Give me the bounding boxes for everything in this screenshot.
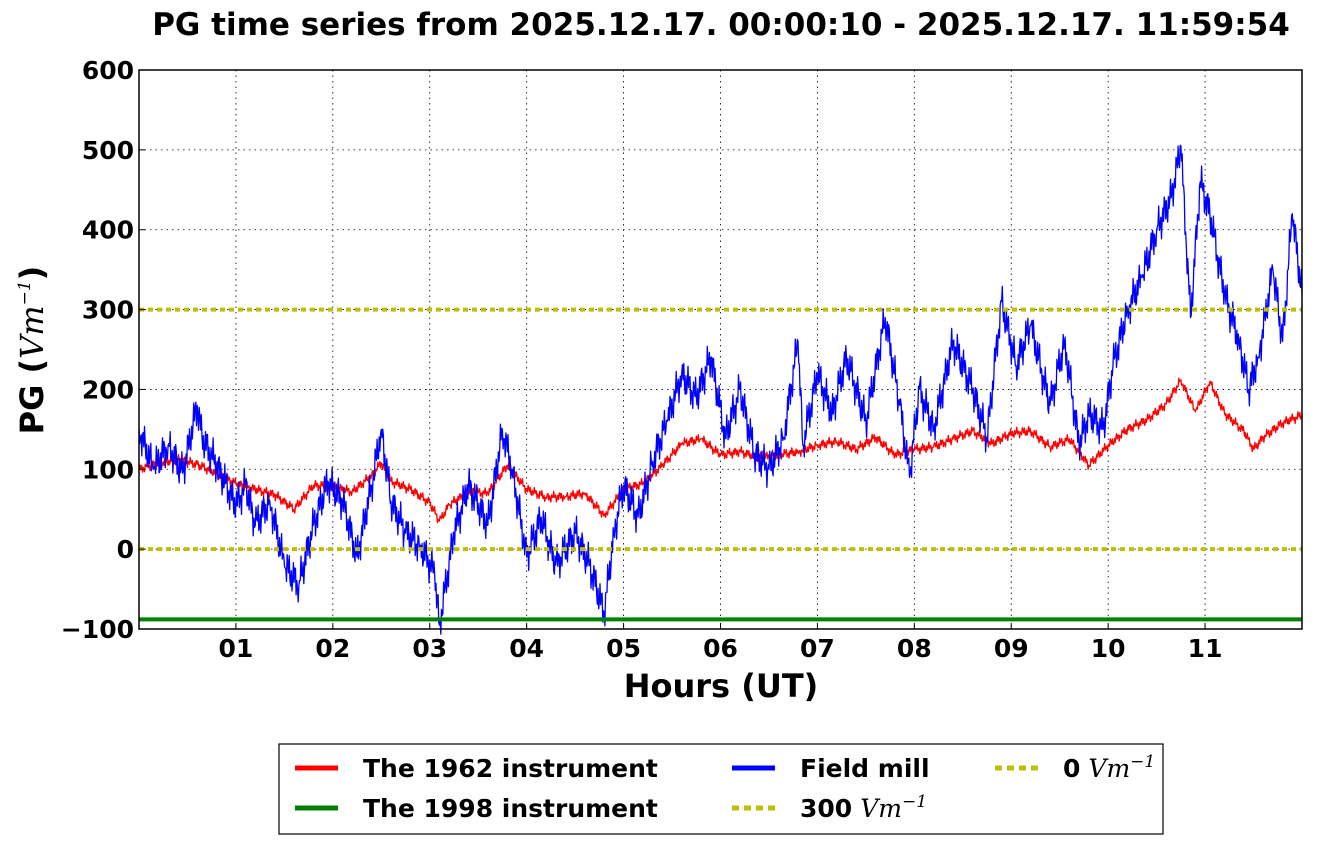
x-tick-label: 08 — [897, 634, 932, 663]
x-tick-label: 10 — [1091, 634, 1126, 663]
y-tick-label: 200 — [82, 375, 134, 404]
x-tick-label: 09 — [994, 634, 1029, 663]
y-tick-label: 500 — [82, 136, 134, 165]
x-tick-label: 03 — [412, 634, 447, 663]
x-axis-ticks: 01 02 03 04 05 06 07 08 09 10 11 — [219, 623, 1223, 663]
y-axis-ticks: −100 0 100 200 300 400 500 600 — [61, 56, 145, 644]
legend-label-2: Field mill — [800, 754, 930, 783]
y-axis-label-text: PG ( — [13, 359, 51, 434]
y-axis-label-unit: Vm — [13, 305, 51, 358]
legend-label-3: 300 Vm−1 — [800, 792, 927, 823]
y-tick-label: 300 — [82, 296, 134, 325]
y-tick-label: 100 — [82, 455, 134, 484]
legend-label-1: The 1998 instrument — [363, 794, 658, 823]
y-tick-label: −100 — [61, 615, 134, 644]
y-tick-label: 600 — [82, 56, 134, 85]
x-tick-label: 06 — [703, 634, 738, 663]
y-axis-label-exponent: −1 — [15, 280, 35, 305]
x-tick-label: 04 — [509, 634, 544, 663]
x-tick-label: 05 — [606, 634, 641, 663]
x-tick-label: 07 — [800, 634, 835, 663]
y-axis-label: PG (Vm−1) — [13, 266, 51, 435]
x-axis-label: Hours (UT) — [624, 667, 819, 705]
y-tick-label: 400 — [82, 216, 134, 245]
legend-label-4: 0 Vm−1 — [1063, 752, 1155, 783]
series-group — [138, 144, 1303, 635]
x-tick-label: 11 — [1188, 634, 1223, 663]
series-line-2 — [138, 144, 1303, 635]
x-tick-label: 01 — [219, 634, 254, 663]
gridlines — [139, 70, 1302, 629]
y-tick-label: 0 — [117, 535, 134, 564]
legend-frame — [278, 743, 1164, 835]
x-tick-label: 02 — [315, 634, 350, 663]
y-axis-label-close: ) — [13, 266, 51, 281]
legend: The 1962 instrument The 1998 instrument Fi… — [278, 743, 1164, 835]
chart-title: PG time series from 2025.12.17. 00:00:10… — [152, 7, 1290, 43]
legend-label-0: The 1962 instrument — [363, 754, 658, 783]
